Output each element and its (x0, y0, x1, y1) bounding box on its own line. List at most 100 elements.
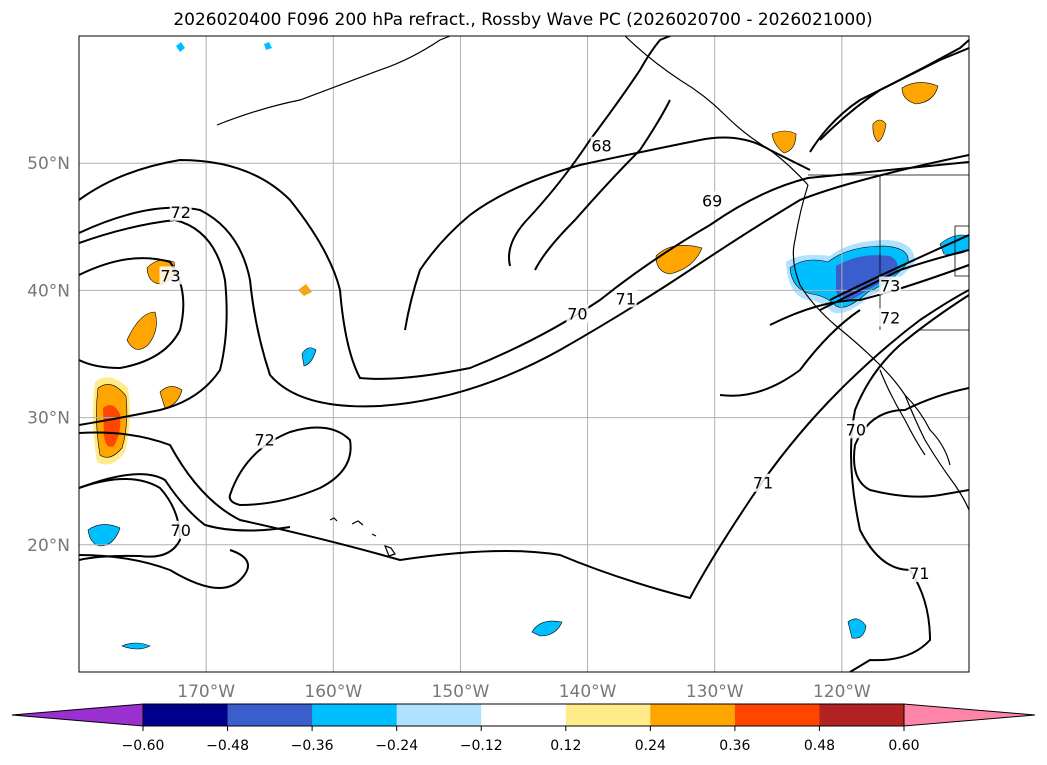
contour-labels: 68 69 70 71 72 73 72 70 71 70 73 72 71 (159, 136, 931, 583)
positive-anomaly-north-hawaii (126, 311, 157, 350)
colorbar-tick-label: 0.36 (719, 738, 750, 754)
contour-label: 70 (171, 521, 191, 540)
contour-72-center (228, 426, 352, 507)
contour-label-background (566, 304, 589, 323)
canada-rockies-border (808, 174, 969, 331)
contour-label-background (879, 308, 902, 327)
positive-anomaly-west-coast-peak (103, 405, 121, 447)
contour-label: 69 (702, 191, 722, 210)
lon-tick-label: 130°W (686, 682, 744, 702)
colorbar-tick-label: −0.48 (206, 738, 249, 754)
contour-72-south (79, 473, 291, 532)
map-frame (78, 35, 970, 673)
contour-label: 71 (616, 289, 636, 308)
contour-label: 71 (753, 474, 773, 493)
contour-70-south (79, 289, 969, 600)
contour-label-background (844, 420, 867, 439)
contour-label-background (159, 266, 182, 285)
lon-tick-label: 150°W (432, 682, 490, 702)
contour-label: 71 (909, 564, 929, 583)
colorbar-extend-min (11, 703, 144, 727)
shaded-anomalies (87, 42, 969, 650)
colorbar: −0.60 −0.48 −0.36 −0.24 −0.12 0.12 0.24 0.36 0.4… (11, 703, 1036, 754)
contour-69 (404, 136, 811, 331)
map-panel: 68 69 70 71 72 73 72 70 71 70 73 72 71 (78, 35, 970, 673)
positive-anomaly-canada (901, 82, 939, 105)
contour-label: 72 (171, 203, 191, 222)
contour-68 (508, 36, 671, 271)
lat-tick-label: 30°N (27, 409, 70, 429)
contour-71-east (849, 294, 969, 672)
negative-anomaly-south (121, 642, 151, 650)
lon-tick-label: 170°W (177, 682, 235, 702)
contour-71 (79, 154, 969, 408)
contour-label-background (908, 564, 931, 583)
colorbar-tick-label: −0.36 (291, 738, 334, 754)
negative-anomaly-hawaii-south (87, 524, 121, 547)
colorbar-tick-label: −0.12 (460, 738, 503, 754)
colorbar-tick-label: 0.48 (804, 738, 835, 754)
contour-label: 72 (254, 430, 274, 449)
colorbar-segment (227, 704, 313, 726)
contour-label: 73 (160, 266, 180, 285)
contour-label-background (614, 289, 637, 308)
contour-73-east (819, 234, 969, 311)
colorbar-segment (565, 704, 651, 726)
colorbar-segment (481, 704, 567, 726)
negative-anomaly-tiny-2 (264, 42, 272, 50)
colorbar-tick-label: −0.60 (122, 738, 165, 754)
contour-label-background (879, 276, 902, 295)
contour-70-east (853, 387, 969, 498)
colorbar-tick-label: 0.24 (635, 738, 666, 754)
colorbar-segment (396, 704, 482, 726)
contour-72-east (719, 264, 969, 397)
lon-tick-label: 140°W (559, 682, 617, 702)
colorbar-segment (734, 704, 820, 726)
lon-tick-label: 160°W (304, 682, 362, 702)
contour-label: 70 (567, 305, 587, 324)
alaska-coastline (216, 36, 451, 126)
hawaii-islands (329, 517, 396, 557)
colorbar-segment (819, 704, 905, 726)
contour-label-background (169, 202, 192, 221)
negative-anomaly-south-central (531, 620, 563, 637)
colorbar-tick-label: 0.12 (550, 738, 581, 754)
contour-lines (79, 36, 969, 672)
lat-tick-label: 20°N (27, 536, 70, 556)
colorbar-segment (650, 704, 736, 726)
map-background (79, 36, 969, 672)
positive-anomaly-bc (771, 130, 797, 154)
contour-70-canada (819, 39, 969, 141)
contour-label: 68 (591, 137, 611, 156)
contour-73-west (79, 257, 185, 370)
contour-label: 73 (880, 277, 900, 296)
lon-tick-label: 120°W (813, 682, 871, 702)
colorbar-tick-label: −0.24 (375, 738, 418, 754)
lat-tick-label: 40°N (27, 281, 70, 301)
latitude-axis: 20°N 30°N 40°N 50°N (27, 154, 70, 556)
colorbar-extend-max (903, 703, 1036, 727)
baja-california (879, 369, 951, 466)
gridlines (79, 36, 969, 672)
negative-anomaly-tiny-1 (176, 42, 185, 52)
negative-anomaly-south-east (847, 618, 867, 639)
contour-label-background (169, 520, 192, 539)
colorbar-tick-label: 0.60 (888, 738, 919, 754)
colorbar-segment (312, 704, 398, 726)
contour-label: 70 (846, 420, 866, 439)
contour-71-south (79, 478, 249, 589)
contour-70-north (79, 158, 969, 380)
negative-anomaly-mid-small (301, 347, 317, 367)
lat-tick-label: 50°N (27, 154, 70, 174)
chart-title: 2026020400 F096 200 hPa refract., Rossby… (173, 10, 872, 30)
gulf-of-alaska-coastline (624, 36, 809, 186)
longitude-axis: 170°W 160°W 150°W 140°W 130°W 120°W (177, 682, 871, 702)
contour-label-background (590, 136, 613, 155)
contour-72-west (79, 218, 228, 426)
contour-label-background (752, 473, 775, 492)
positive-anomaly-alberta (872, 119, 887, 143)
colorbar-segment (143, 704, 229, 726)
contour-label-background (701, 191, 724, 210)
contour-label-background (253, 430, 276, 449)
